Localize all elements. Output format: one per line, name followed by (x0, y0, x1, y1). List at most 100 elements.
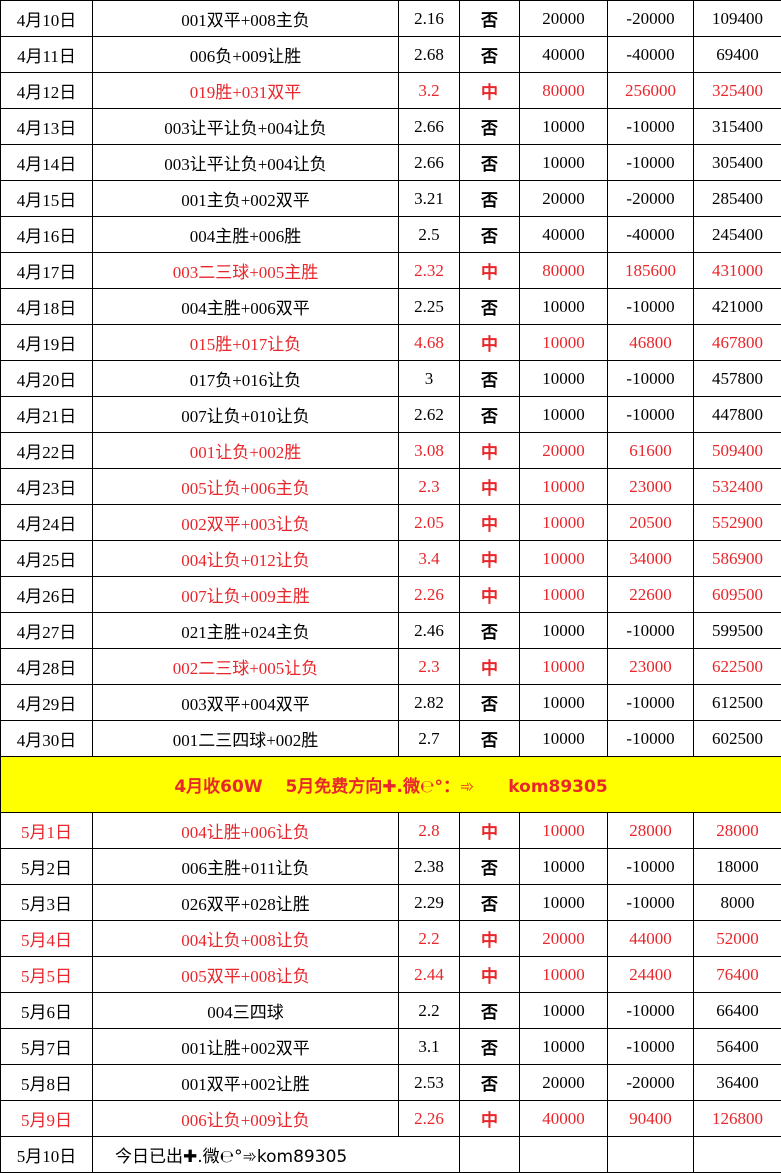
stake-cell: 10000 (520, 813, 608, 849)
bet-cell: 001让胜+002双平 (93, 1029, 399, 1065)
date-cell: 5月9日 (1, 1101, 93, 1137)
balance-cell: 609500 (694, 577, 781, 613)
result-cell: 中 (460, 957, 520, 993)
result-cell: 否 (460, 361, 520, 397)
result-cell: 中 (460, 541, 520, 577)
balance-cell: 599500 (694, 613, 781, 649)
odds-cell: 2.44 (399, 957, 460, 993)
bet-cell: 015胜+017让负 (93, 325, 399, 361)
profit-cell: 256000 (608, 73, 694, 109)
date-cell: 5月4日 (1, 921, 93, 957)
date-cell: 4月25日 (1, 541, 93, 577)
bet-cell: 004主胜+006胜 (93, 217, 399, 253)
balance-cell: 325400 (694, 73, 781, 109)
profit-cell: -10000 (608, 109, 694, 145)
profit-cell: 23000 (608, 469, 694, 505)
stake-cell: 10000 (520, 505, 608, 541)
bet-cell: 007让负+010让负 (93, 397, 399, 433)
date-cell: 4月29日 (1, 685, 93, 721)
balance-cell: 52000 (694, 921, 781, 957)
bet-cell: 006让负+009让负 (93, 1101, 399, 1137)
bet-cell: 003让平让负+004让负 (93, 145, 399, 181)
stake-cell: 10000 (520, 109, 608, 145)
profit-cell: -20000 (608, 1065, 694, 1101)
bet-cell: 004让胜+006让负 (93, 813, 399, 849)
stake-cell: 10000 (520, 577, 608, 613)
result-cell: 中 (460, 649, 520, 685)
profit-cell: 34000 (608, 541, 694, 577)
bet-cell: 004让负+012让负 (93, 541, 399, 577)
empty-cell (694, 1137, 781, 1173)
bet-cell: 001二三四球+002胜 (93, 721, 399, 757)
odds-cell: 2.3 (399, 649, 460, 685)
profit-cell: -20000 (608, 1, 694, 37)
profit-cell: -10000 (608, 1029, 694, 1065)
bet-cell: 007让负+009主胜 (93, 577, 399, 613)
bet-cell: 021主胜+024主负 (93, 613, 399, 649)
bet-cell: 001主负+002双平 (93, 181, 399, 217)
banner-row: 4月收60W 5月免费方向✚.微℮°：➾ kom89305 (1, 757, 781, 813)
result-cell: 中 (460, 577, 520, 613)
stake-cell: 10000 (520, 649, 608, 685)
balance-cell: 56400 (694, 1029, 781, 1065)
date-cell: 4月18日 (1, 289, 93, 325)
bet-cell: 006主胜+011让负 (93, 849, 399, 885)
odds-cell: 2.53 (399, 1065, 460, 1101)
odds-cell: 2.32 (399, 253, 460, 289)
profit-cell: 185600 (608, 253, 694, 289)
stake-cell: 10000 (520, 397, 608, 433)
balance-cell: 532400 (694, 469, 781, 505)
balance-cell: 126800 (694, 1101, 781, 1137)
date-cell: 4月17日 (1, 253, 93, 289)
balance-cell: 109400 (694, 1, 781, 37)
balance-cell: 28000 (694, 813, 781, 849)
profit-cell: 20500 (608, 505, 694, 541)
date-cell: 4月24日 (1, 505, 93, 541)
bet-cell: 004主胜+006双平 (93, 289, 399, 325)
profit-cell: -10000 (608, 397, 694, 433)
profit-cell: -10000 (608, 885, 694, 921)
odds-cell: 2.29 (399, 885, 460, 921)
result-cell: 中 (460, 813, 520, 849)
profit-cell: 22600 (608, 577, 694, 613)
bet-cell: 026双平+028让胜 (93, 885, 399, 921)
table-row: 5月10日今日已出✚.微℮°➾kom89305 (1, 1137, 781, 1173)
date-cell: 4月11日 (1, 37, 93, 73)
odds-cell: 2.3 (399, 469, 460, 505)
odds-cell: 2.26 (399, 1101, 460, 1137)
result-cell: 中 (460, 73, 520, 109)
profit-cell: 44000 (608, 921, 694, 957)
result-cell: 否 (460, 721, 520, 757)
odds-cell: 2.7 (399, 721, 460, 757)
stake-cell: 10000 (520, 613, 608, 649)
result-cell: 否 (460, 217, 520, 253)
odds-cell: 3.2 (399, 73, 460, 109)
empty-cell (608, 1137, 694, 1173)
result-cell: 否 (460, 613, 520, 649)
balance-cell: 76400 (694, 957, 781, 993)
stake-cell: 20000 (520, 1, 608, 37)
profit-cell: -10000 (608, 361, 694, 397)
profit-cell: 23000 (608, 649, 694, 685)
stake-cell: 10000 (520, 289, 608, 325)
balance-cell: 586900 (694, 541, 781, 577)
date-cell: 4月12日 (1, 73, 93, 109)
stake-cell: 10000 (520, 721, 608, 757)
date-cell: 5月3日 (1, 885, 93, 921)
date-cell: 5月10日 (1, 1137, 93, 1173)
profit-cell: 61600 (608, 433, 694, 469)
